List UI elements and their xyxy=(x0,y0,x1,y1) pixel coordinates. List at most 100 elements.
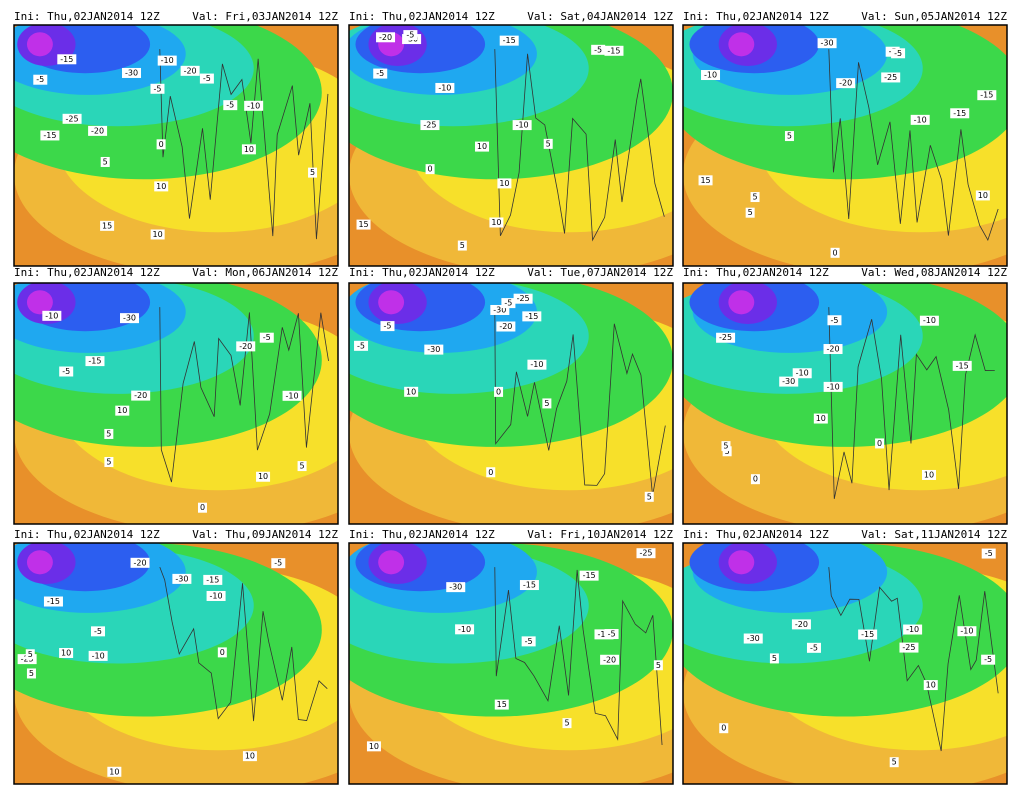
contour-label: -30 xyxy=(493,305,506,314)
contour-label: -30 xyxy=(427,345,440,354)
contour-label: 15 xyxy=(497,700,507,709)
coastline xyxy=(828,567,999,752)
panel-frame xyxy=(348,542,674,785)
contour-label: -10 xyxy=(161,56,174,65)
contour-label-bg xyxy=(721,441,731,452)
contour-label-bg xyxy=(435,82,455,93)
contour-label-bg xyxy=(836,78,856,89)
contour-label: -25 xyxy=(719,333,732,342)
contour-label: -5 xyxy=(263,333,271,342)
panel-frame xyxy=(348,282,674,525)
contour-label: 0 xyxy=(753,475,758,484)
contour-label-bg xyxy=(446,582,466,593)
contour-label-bg xyxy=(244,100,264,111)
contour-label-bg xyxy=(792,368,812,379)
contour-label: -15 xyxy=(523,581,536,590)
contour-label: 5 xyxy=(564,719,569,728)
contour-label-bg xyxy=(975,190,990,201)
contour-label: -10 xyxy=(906,625,919,634)
coastline xyxy=(159,566,328,722)
contour-label-bg xyxy=(100,156,110,167)
valid-time: Val: Sun,05JAN2014 12Z xyxy=(861,10,1007,23)
contour-label: 10 xyxy=(258,472,268,481)
init-time: Ini: Thu,02JAN2014 12Z xyxy=(14,528,160,541)
contour-label: -20 xyxy=(379,33,392,42)
coastline xyxy=(159,49,329,240)
contour-label: -20 xyxy=(826,345,839,354)
contour-label: 5 xyxy=(772,654,777,663)
contour-label-bg xyxy=(107,766,122,777)
contour-label-bg xyxy=(919,315,939,326)
contour-label-bg xyxy=(489,217,504,228)
contour-label: -30 xyxy=(782,377,795,386)
contour-label-bg xyxy=(496,321,516,332)
contour-label-bg xyxy=(206,590,226,601)
contour-label-bg xyxy=(356,219,371,230)
temperature-zone xyxy=(728,32,755,57)
contour-label-bg xyxy=(490,304,510,315)
contour-label: -10 xyxy=(597,630,610,639)
init-time: Ini: Thu,02JAN2014 12Z xyxy=(683,10,829,23)
init-time: Ini: Thu,02JAN2014 12Z xyxy=(349,10,495,23)
contour-label: 10 xyxy=(924,470,934,479)
contour-label-bg xyxy=(457,240,467,251)
contour-label: -20 xyxy=(239,342,252,351)
contour-label: -30 xyxy=(125,68,138,77)
contour-label: -5 xyxy=(504,299,512,308)
contour-label-bg xyxy=(977,90,997,101)
contour-label-bg xyxy=(497,178,512,189)
contour-label-bg xyxy=(722,446,732,457)
valid-time: Val: Thu,09JAN2014 12Z xyxy=(192,528,338,541)
contour-label: -5 xyxy=(830,316,838,325)
temperature-zone xyxy=(26,290,53,315)
valid-time: Val: Fri,10JAN2014 12Z xyxy=(527,528,673,541)
init-time: Ini: Thu,02JAN2014 12Z xyxy=(349,528,495,541)
contour-label-bg xyxy=(403,30,418,41)
contour-label-bg xyxy=(88,125,108,136)
init-time: Ini: Thu,02JAN2014 12Z xyxy=(14,10,160,23)
contour-label: 10 xyxy=(117,406,127,415)
contour-label: 10 xyxy=(245,752,255,761)
contour-label-bg xyxy=(404,386,419,397)
coastline xyxy=(494,567,663,745)
contour-label: -10 xyxy=(210,591,223,600)
contour-label-bg xyxy=(59,647,74,658)
contour-label: -5 xyxy=(810,643,818,652)
coastline xyxy=(494,49,665,242)
contour-label-bg xyxy=(354,340,369,351)
contour-label: 5 xyxy=(892,758,897,767)
contour-label-bg xyxy=(223,100,238,111)
valid-time: Val: Wed,08JAN2014 12Z xyxy=(861,266,1007,279)
contour-label: 15 xyxy=(358,220,368,229)
contour-label-bg xyxy=(562,718,572,729)
contour-label-bg xyxy=(701,70,721,81)
contour-label: -5 xyxy=(36,75,44,84)
contour-label: -10 xyxy=(286,391,299,400)
contour-label-bg xyxy=(33,74,48,85)
contour-label: 5 xyxy=(647,492,652,501)
contour-label-bg xyxy=(923,680,938,691)
contour-label-bg xyxy=(297,461,307,472)
contour-label-bg xyxy=(501,298,516,309)
contour-label: 5 xyxy=(460,241,465,250)
coastline xyxy=(828,49,999,241)
contour-label: 5 xyxy=(725,447,730,456)
contour-label-bg xyxy=(806,642,821,653)
contour-label: -20 xyxy=(91,126,104,135)
contour-label-bg xyxy=(512,120,532,131)
contour-label-bg xyxy=(823,381,843,392)
valid-time: Val: Tue,07JAN2014 12Z xyxy=(527,266,673,279)
contour-label-bg xyxy=(521,636,536,647)
contour-label: -20 xyxy=(839,79,852,88)
contour-label: -15 xyxy=(47,597,60,606)
contour-label-bg xyxy=(899,642,919,653)
contour-label-bg xyxy=(380,321,395,332)
contour-label-bg xyxy=(43,596,63,607)
panel-frame xyxy=(682,24,1008,267)
contour-label-bg xyxy=(743,633,763,644)
contour-label: 5 xyxy=(748,208,753,217)
contour-label-bg xyxy=(604,629,619,640)
contour-label: -30 xyxy=(449,583,462,592)
map-panel xyxy=(14,25,338,266)
contour-label-bg xyxy=(26,668,36,679)
